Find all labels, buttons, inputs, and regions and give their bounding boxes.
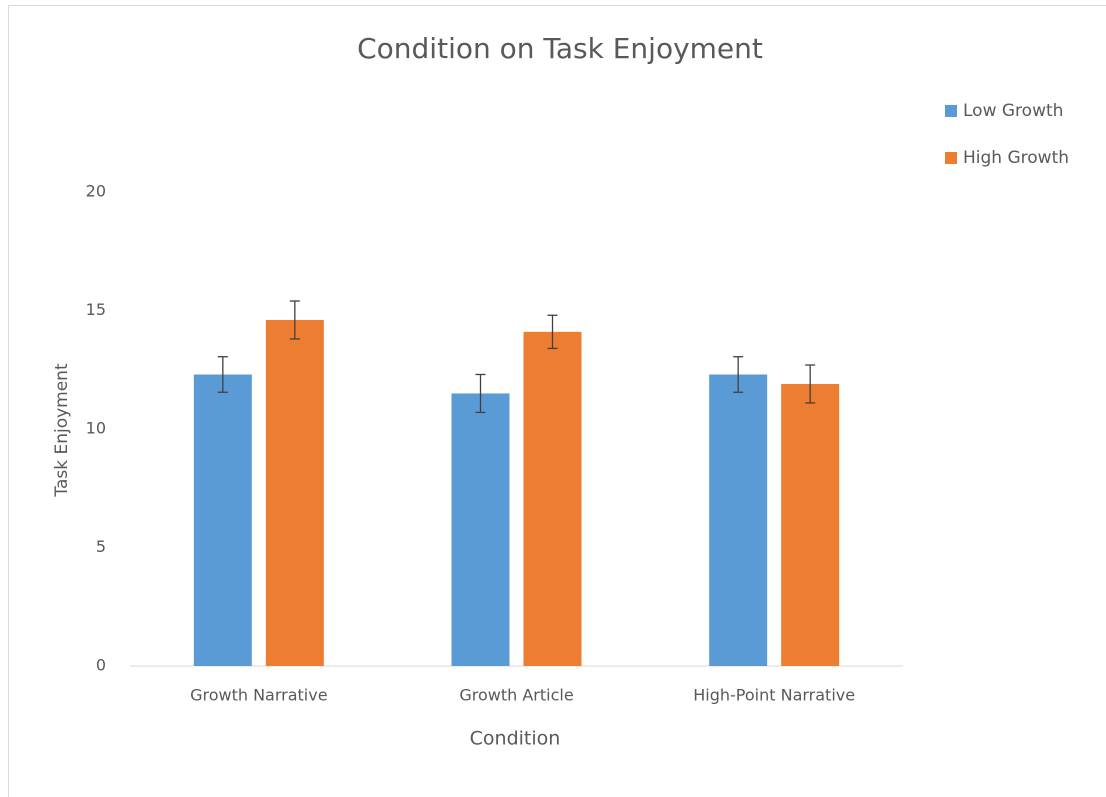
y-tick-label: 15 <box>86 300 106 319</box>
legend-label: High Growth <box>963 148 1069 168</box>
y-axis-label: Task Enjoyment <box>52 363 72 498</box>
bar <box>523 331 582 666</box>
x-tick-label: High-Point Narrative <box>693 686 855 705</box>
error-bar <box>289 300 300 340</box>
error-bar <box>733 356 744 393</box>
chart-title: Condition on Task Enjoyment <box>357 32 763 65</box>
y-tick-label: 20 <box>86 182 106 201</box>
y-tick-label: 5 <box>96 537 106 556</box>
x-tick-label: Growth Narrative <box>190 686 327 705</box>
error-bar <box>475 373 486 414</box>
error-bar <box>805 364 816 404</box>
x-tick-label: Growth Article <box>459 686 573 705</box>
legend-swatch <box>945 105 957 117</box>
legend-swatch <box>945 152 957 164</box>
bar <box>451 393 510 666</box>
bar <box>709 374 768 666</box>
error-bar <box>547 314 558 350</box>
bar <box>265 319 324 666</box>
error-bar <box>217 356 228 393</box>
y-tick-label: 0 <box>96 656 106 675</box>
bar <box>781 383 840 666</box>
y-tick-label: 10 <box>86 419 106 438</box>
legend-label: Low Growth <box>963 101 1063 121</box>
bar <box>193 374 252 666</box>
x-axis-label: Condition <box>470 728 561 750</box>
